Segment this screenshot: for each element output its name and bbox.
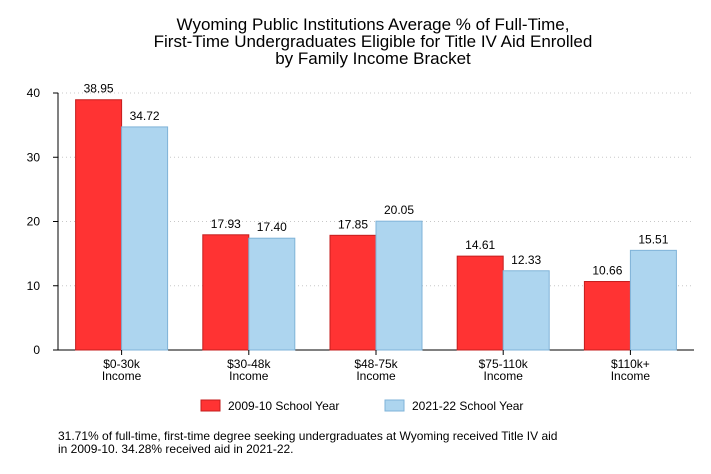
data-label: 15.51: [638, 232, 668, 246]
x-tick-label: Income: [484, 369, 524, 383]
bar-series1-cat5: [583, 281, 631, 351]
x-tick-label: $30-48k: [227, 357, 271, 371]
chart-title-line-3: by Family Income Bracket: [275, 49, 471, 68]
data-label: 17.93: [211, 217, 241, 231]
data-label: 10.66: [592, 264, 622, 278]
bar-series1-cat1: [75, 99, 123, 351]
x-tick-label: Income: [229, 369, 269, 383]
bar-series1-cat4: [456, 255, 504, 351]
x-tick-label: Income: [356, 369, 396, 383]
bar-series1-cat3: [329, 234, 377, 351]
data-label: 34.72: [130, 109, 160, 123]
data-label: 17.40: [257, 220, 287, 234]
x-tick-label: $48-75k: [354, 357, 398, 371]
data-label: 14.61: [465, 238, 495, 252]
bar-series2-cat3: [375, 220, 423, 351]
legend-label-2: 2021-22 School Year: [412, 399, 523, 413]
bar-series2-cat5: [629, 249, 677, 351]
data-label: 12.33: [511, 253, 541, 267]
legend-swatch-1: [200, 399, 221, 412]
bar-series2-cat2: [248, 237, 296, 351]
x-tick-label: Income: [611, 369, 651, 383]
y-tick-label: 0: [33, 343, 40, 357]
y-tick-label: 10: [27, 279, 41, 293]
y-tick-label: 30: [27, 150, 41, 164]
x-tick-label: $110k+: [611, 357, 650, 371]
y-tick-label: 40: [27, 86, 41, 100]
footnote: 31.71% of full-time, first-time degree s…: [58, 429, 558, 456]
bar-series1-cat2: [202, 234, 250, 351]
data-label: 20.05: [384, 203, 414, 217]
bar-series2-cat1: [121, 126, 169, 351]
data-label: 17.85: [338, 217, 368, 231]
x-tick-label: $0-30k: [103, 357, 141, 371]
x-tick-label: $75-110k: [479, 357, 529, 371]
x-tick-label: Income: [102, 369, 142, 383]
legend-swatch-2: [384, 399, 405, 412]
legend-label-1: 2009-10 School Year: [228, 399, 339, 413]
chart-title-line-2: First-Time Undergraduates Eligible for T…: [154, 32, 593, 51]
data-label: 38.95: [84, 82, 114, 96]
y-tick-label: 20: [27, 215, 41, 229]
bar-series2-cat4: [502, 270, 550, 351]
chart-title-line-1: Wyoming Public Institutions Average % of…: [177, 15, 570, 34]
